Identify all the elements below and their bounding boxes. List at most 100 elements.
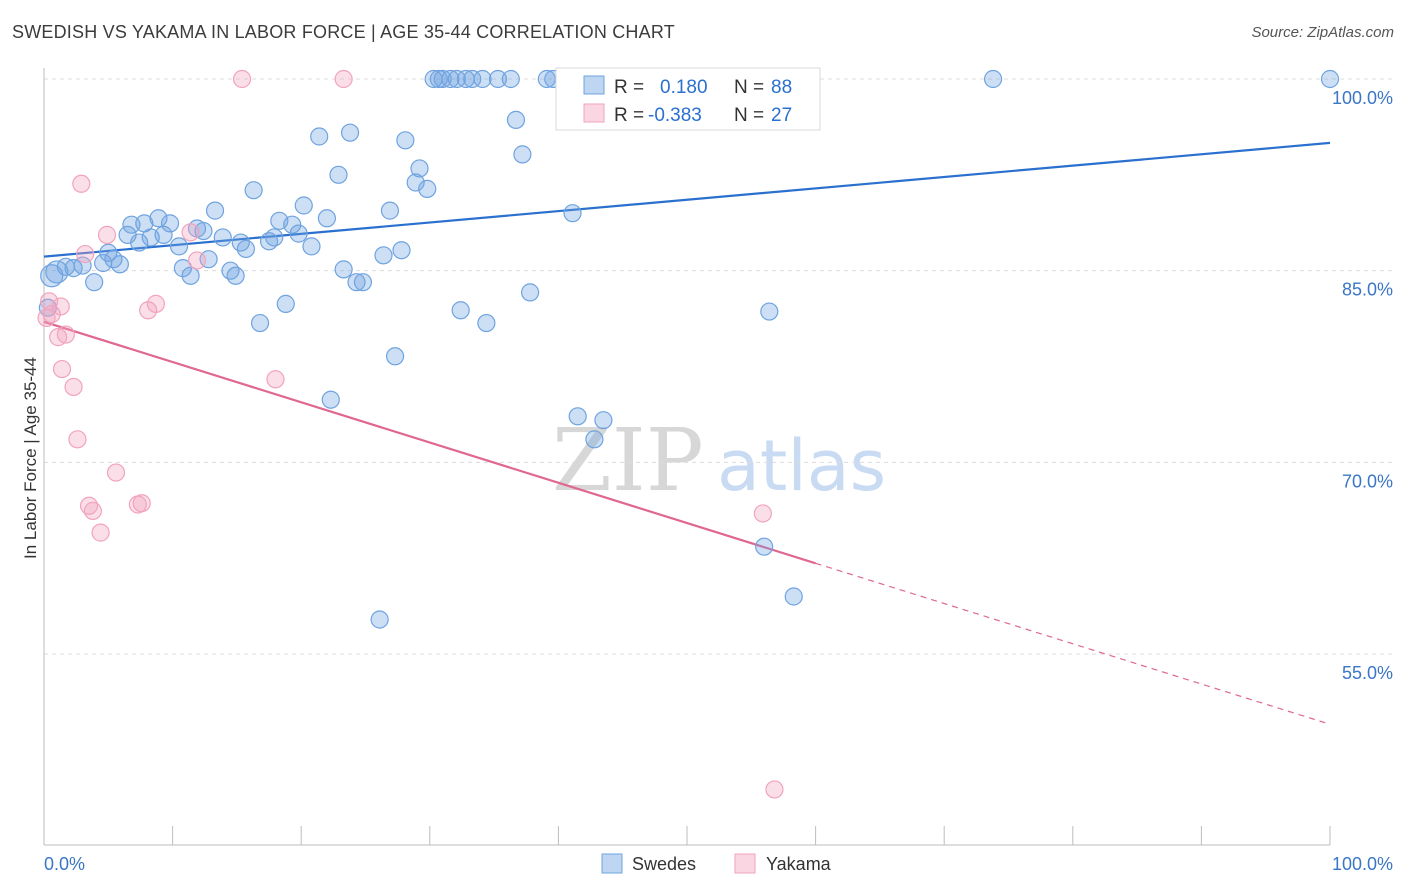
y-tick-label: 100.0%	[1332, 88, 1393, 108]
legend-yakama-swatch	[583, 103, 605, 123]
yakama-point	[76, 244, 95, 264]
watermark-atlas: atlas	[717, 425, 886, 507]
legend-yakama-r-label: R =	[614, 105, 644, 126]
bottom-legend-swedes-swatch	[601, 853, 623, 874]
yakama-point	[232, 69, 252, 89]
swedes-point	[347, 273, 366, 292]
swedes-point	[45, 260, 69, 284]
swedes-point	[244, 181, 263, 200]
swedes-point	[406, 173, 425, 192]
yakama-point	[753, 504, 772, 523]
swedes-point	[122, 215, 141, 234]
swedes-point	[205, 201, 225, 220]
swedes-point	[226, 266, 245, 285]
swedes-point	[385, 347, 405, 366]
swedes-point	[513, 145, 532, 164]
yakama-point	[97, 225, 117, 244]
swedes-point	[521, 283, 540, 302]
correlation-legend: R = 0.180 N = 88 R = -0.383 N = 27	[555, 67, 821, 131]
swedes-point	[983, 69, 1003, 89]
chart-title: SWEDISH VS YAKAMA IN LABOR FORCE | AGE 3…	[12, 22, 675, 42]
swedes-point	[392, 241, 411, 260]
legend-swedes-r-label: R =	[614, 77, 644, 98]
legend-yakama-r-value: -0.383	[648, 105, 702, 126]
swedes-point	[370, 610, 389, 629]
swedes-point	[537, 69, 556, 89]
swedes-point	[310, 127, 329, 146]
swedes-point	[473, 69, 492, 89]
yakama-trend-projection	[815, 562, 1331, 725]
yakama-point	[765, 780, 784, 799]
swedes-point	[1320, 69, 1340, 89]
watermark: ZIP atlas	[552, 411, 886, 511]
swedes-point	[221, 261, 240, 280]
swedes-point	[236, 239, 256, 259]
swedes-point	[501, 69, 520, 89]
swedes-point	[213, 228, 232, 247]
swedes-point	[451, 301, 470, 320]
swedes-point	[477, 313, 496, 333]
swedes-point	[265, 228, 284, 247]
yakama-point	[187, 251, 207, 270]
yakama-point	[72, 174, 91, 193]
legend-yakama-n-label: N =	[734, 105, 764, 126]
swedes-point	[410, 159, 429, 178]
yakama-point	[146, 294, 165, 313]
swedes-point	[317, 209, 337, 228]
swedes-point	[199, 250, 218, 269]
swedes-point	[169, 237, 189, 256]
swedes-point	[130, 233, 149, 252]
y-tick-label: 55.0%	[1342, 663, 1393, 683]
yakama-point	[266, 370, 285, 389]
swedes-point	[194, 221, 213, 241]
swedes-point	[353, 273, 373, 292]
swedes-point	[173, 259, 192, 278]
yakama-point	[51, 297, 70, 316]
swedes-point	[488, 69, 508, 89]
swedes-point	[329, 165, 348, 184]
swedes-point	[181, 266, 200, 285]
yakama-point	[91, 523, 110, 542]
y-axis-title: In Labor Force | Age 35-44	[21, 357, 40, 559]
swedes-point	[784, 587, 803, 606]
swedes-point	[760, 302, 779, 321]
bottom-legend-yakama-label: Yakama	[766, 854, 832, 874]
swedes-point	[433, 69, 452, 89]
swedes-point	[563, 204, 582, 223]
yakama-point	[106, 463, 126, 482]
yakama-point	[52, 359, 72, 379]
yakama-point	[334, 69, 353, 89]
swedes-point	[585, 430, 604, 449]
yakama-point	[56, 325, 75, 344]
swedes-point	[463, 69, 482, 89]
swedes-point	[380, 201, 400, 220]
swedes-point	[340, 123, 360, 142]
swedes-point	[283, 215, 302, 234]
legend-swedes-swatch	[583, 75, 605, 95]
bottom-legend-swedes-label: Swedes	[632, 854, 696, 874]
legend-swedes-n-value: 88	[771, 77, 792, 98]
x-tick-label: 0.0%	[44, 854, 85, 874]
swedes-trend-line	[43, 141, 1331, 258]
watermark-zip: ZIP	[552, 411, 704, 511]
x-tick-label: 100.0%	[1332, 854, 1393, 874]
y-tick-label: 85.0%	[1342, 280, 1393, 300]
chart-source: Source: ZipAtlas.com	[1251, 24, 1394, 41]
swedes-point	[755, 537, 774, 556]
legend-swedes-n-label: N =	[734, 77, 764, 98]
swedes-point	[568, 407, 587, 426]
yakama-point	[181, 223, 200, 242]
yakama-point	[83, 501, 102, 520]
swedes-point	[396, 131, 415, 150]
swedes-point	[73, 256, 92, 275]
swedes-point	[302, 237, 321, 256]
swedes-point	[594, 411, 613, 430]
swedes-point	[110, 255, 129, 274]
yakama-point	[64, 377, 83, 397]
swedes-point	[418, 179, 437, 198]
swedes-point	[250, 313, 270, 333]
swedes-point	[441, 69, 460, 89]
yakama-trend-line	[43, 320, 816, 565]
yakama-point	[68, 430, 87, 449]
